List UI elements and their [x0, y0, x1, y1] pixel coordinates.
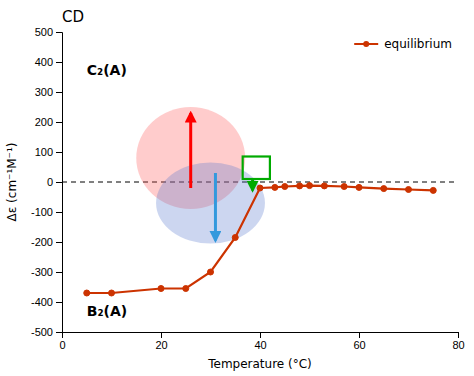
tick-label: -300: [31, 266, 53, 278]
point: [183, 286, 189, 292]
tick-label: 200: [35, 116, 53, 128]
axis-line: [63, 333, 459, 339]
point: [84, 290, 90, 296]
arrow: [251, 179, 254, 190]
legend: equilibrium: [354, 37, 452, 51]
tick-mark: [458, 332, 459, 338]
x-axis: 0 20 40 60 80: [59, 332, 464, 351]
tick: -300: [31, 266, 62, 278]
annotation-shapes: [62, 107, 458, 244]
tick: 100: [35, 146, 62, 158]
tick: 0: [47, 176, 62, 188]
axis-line: [56, 33, 63, 333]
tick-mark: [260, 332, 261, 338]
tick: -500: [31, 326, 62, 338]
tick: -200: [31, 236, 62, 248]
tick-mark: [56, 332, 62, 333]
plot-area: 0 20 40 60 80 -500 -400 -300 -200 -100 0 100 200 300 4…: [31, 26, 465, 351]
y-axis: -500 -400 -300 -200 -100 0 100 200 300 400 500: [31, 26, 63, 338]
tick-label: 400: [35, 56, 53, 68]
tick-label: 300: [35, 86, 53, 98]
tick-mark: [56, 272, 62, 273]
tick: 80: [452, 332, 464, 351]
series: [84, 183, 437, 296]
tick: 0: [59, 332, 65, 351]
point: [356, 184, 362, 190]
tick-mark: [56, 62, 62, 63]
tick-mark: [56, 32, 62, 33]
tick-label: -500: [31, 326, 53, 338]
point: [208, 269, 214, 275]
tick-label: -400: [31, 296, 53, 308]
tick: 500: [35, 26, 62, 38]
tick-mark: [359, 332, 360, 338]
tick-label: 100: [35, 146, 53, 158]
box-annotation: [243, 157, 270, 180]
point: [158, 286, 164, 292]
tick-mark: [56, 242, 62, 243]
tick: 300: [35, 86, 62, 98]
point: [381, 186, 387, 192]
point: [297, 183, 303, 189]
region-ellipse: [156, 163, 265, 244]
tick-label: 80: [452, 339, 464, 351]
tick-mark: [56, 212, 62, 213]
y-axis-title: Δε (cm⁻¹M⁻¹): [5, 143, 19, 222]
tick-label: 0: [47, 176, 53, 188]
x-axis-title: Temperature (°C): [207, 357, 312, 371]
point: [272, 184, 278, 190]
plot-marks: [62, 107, 458, 296]
point: [430, 187, 436, 193]
point: [109, 290, 115, 296]
tick-mark: [56, 152, 62, 153]
chart: 0 20 40 60 80 -500 -400 -300 -200 -100 0 100 200 300 4…: [0, 0, 474, 376]
legend-item: equilibrium: [354, 37, 452, 51]
legend-marker: [363, 41, 369, 47]
tick-label: 40: [254, 339, 266, 351]
point: [232, 235, 238, 241]
annotation-text: C₂(A): [87, 62, 127, 78]
point: [257, 185, 263, 191]
arrow: [189, 113, 192, 188]
tick: -400: [31, 296, 62, 308]
tick: -100: [31, 206, 62, 218]
tick-mark: [56, 92, 62, 93]
annotation-text: B₂(A): [87, 303, 127, 319]
point: [406, 187, 412, 193]
title: CD: [62, 8, 84, 26]
tick: 20: [155, 332, 167, 351]
point: [341, 184, 347, 190]
tick-mark: [56, 182, 62, 183]
tick-mark: [161, 332, 162, 338]
tick-label: 0: [59, 339, 65, 351]
line: [87, 186, 434, 293]
tick-label: 500: [35, 26, 53, 38]
tick-label: -200: [31, 236, 53, 248]
tick: 200: [35, 116, 62, 128]
point: [282, 184, 288, 190]
tick-label: -100: [31, 206, 53, 218]
tick-mark: [56, 122, 62, 123]
tick-label: 60: [353, 339, 365, 351]
arrow: [214, 173, 217, 241]
reference-line: [62, 182, 458, 183]
tick: 40: [254, 332, 266, 351]
tick-label: 20: [155, 339, 167, 351]
tick: 60: [353, 332, 365, 351]
point: [307, 183, 313, 189]
annotation-overlays: [191, 113, 270, 241]
legend-label: equilibrium: [384, 37, 452, 51]
point: [321, 183, 327, 189]
tick-mark: [56, 302, 62, 303]
tick: 400: [35, 56, 62, 68]
